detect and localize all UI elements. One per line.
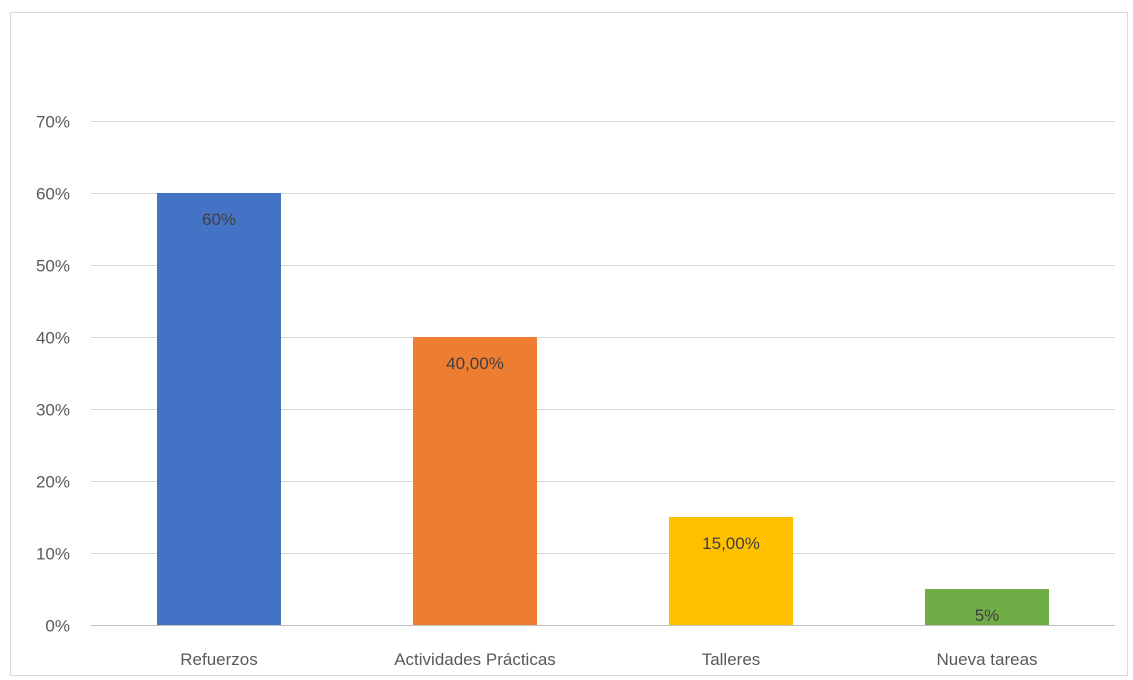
y-tick-label: 60% — [36, 185, 70, 204]
y-axis-ticks: 0% 10% 20% 30% 40% 50% 60% 70% — [36, 113, 70, 636]
category-label: Actividades Prácticas — [394, 650, 556, 669]
bar — [413, 337, 537, 625]
data-label: 15,00% — [702, 534, 760, 553]
bar — [669, 517, 793, 625]
data-label: 5% — [975, 606, 1000, 625]
y-tick-label: 30% — [36, 401, 70, 420]
y-tick-label: 40% — [36, 329, 70, 348]
y-tick-label: 20% — [36, 473, 70, 492]
y-tick-label: 50% — [36, 257, 70, 276]
data-label: 40,00% — [446, 354, 504, 373]
y-tick-label: 0% — [45, 617, 70, 636]
category-label: Talleres — [702, 650, 761, 669]
y-tick-label: 10% — [36, 545, 70, 564]
bar — [925, 589, 1049, 625]
bar — [157, 193, 281, 625]
data-label: 60% — [202, 210, 236, 229]
y-tick-label: 70% — [36, 113, 70, 132]
category-label: Refuerzos — [180, 650, 257, 669]
category-labels: Refuerzos Actividades Prácticas Talleres Nu… — [180, 650, 1037, 669]
data-labels: 60% 40,00% 15,00% 5% — [202, 210, 999, 625]
bars — [157, 193, 1049, 625]
category-label: Nueva tareas — [936, 650, 1037, 669]
